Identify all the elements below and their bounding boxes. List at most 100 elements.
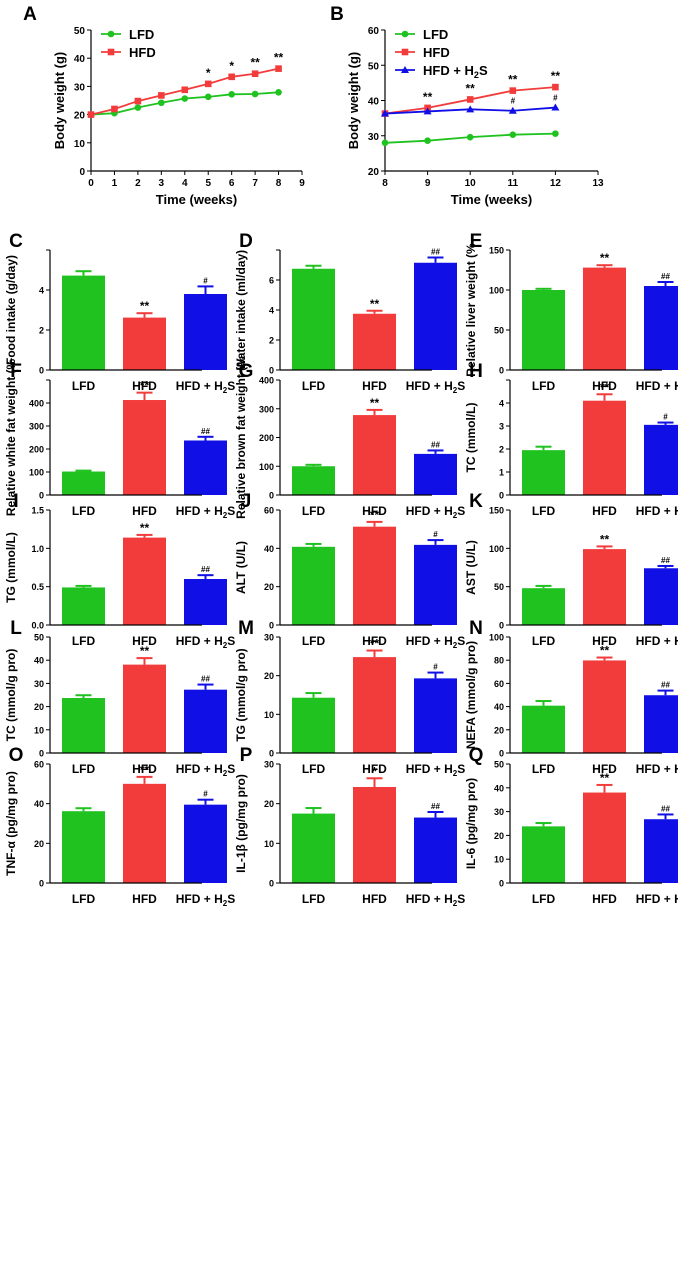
y-tick-label: 80 (494, 656, 504, 666)
data-point (381, 109, 389, 117)
y-axis-label: Food intake (g/day) (4, 255, 18, 365)
data-point (509, 131, 517, 138)
data-point (424, 137, 431, 144)
category-label: HFD (362, 504, 387, 518)
bar-hfd (353, 787, 396, 883)
x-tick-label: 4 (182, 178, 188, 189)
significance-mark: ** (600, 251, 610, 265)
legend-marker (401, 48, 409, 56)
significance-mark: ## (661, 272, 670, 281)
y-tick-label: 100 (29, 468, 44, 478)
y-axis-label: Relative white fat weight (% (4, 358, 18, 516)
panel-letter: M (238, 618, 254, 639)
data-point (134, 97, 142, 105)
category-label: LFD (302, 379, 326, 393)
y-axis-label: Body weight (g) (52, 52, 67, 150)
y-tick-label: 30 (34, 679, 44, 689)
y-tick-label: 20 (494, 725, 504, 735)
y-tick-label: 40 (264, 544, 274, 554)
bar-hfd (123, 537, 166, 625)
data-point (181, 86, 189, 94)
panel-letter: L (10, 618, 22, 639)
panel-K: K LFD ** HFD ## HFD + H2S 0 50 100 150 AST (U/L) (464, 491, 678, 648)
x-tick-label: 12 (550, 178, 562, 189)
significance-mark: ** (600, 644, 610, 658)
data-point (158, 99, 165, 107)
significance-mark: ** (600, 532, 610, 546)
y-tick-label: 0 (499, 749, 504, 759)
category-label: HFD (132, 504, 157, 518)
significance-mark: ** (140, 644, 150, 658)
y-tick-label: 20 (264, 582, 274, 592)
bar-lfd (522, 826, 565, 883)
panel-letter: K (469, 491, 483, 512)
significance-mark: ** (370, 637, 380, 651)
panel-letter: N (469, 618, 483, 639)
bar-lfd (292, 813, 335, 883)
significance-mark: ** (140, 763, 150, 777)
significance-mark: ## (661, 804, 670, 813)
y-tick-label: 10 (264, 839, 274, 849)
bar-hfd-h2s (644, 424, 678, 495)
data-point (552, 83, 559, 91)
y-axis-label: TG (mmol/g pro) (234, 648, 248, 741)
y-tick-label: 20 (74, 111, 86, 122)
y-tick-label: 30 (494, 807, 504, 817)
significance-mark: ## (661, 556, 670, 565)
category-label: HFD + H2S (636, 892, 678, 908)
y-tick-label: 100 (489, 544, 504, 554)
significance-mark: # (203, 790, 208, 799)
data-point (251, 70, 259, 78)
bar-hfd-h2s (184, 579, 227, 625)
significance-mark: ## (201, 565, 210, 574)
panel-letter: F (10, 361, 22, 382)
data-point (251, 90, 259, 98)
y-tick-label: 0 (269, 879, 274, 889)
y-tick-label: 60 (368, 26, 380, 37)
significance-mark: ** (551, 69, 561, 83)
bar-hfd (583, 660, 626, 753)
y-tick-label: 150 (489, 506, 504, 516)
y-tick-label: 6 (269, 276, 274, 286)
y-tick-label: 0 (499, 366, 504, 376)
data-point (508, 106, 517, 114)
panel-letter: B (330, 4, 344, 25)
category-label: HFD (132, 762, 157, 776)
significance-mark: ** (370, 508, 380, 522)
bar-hfd (353, 415, 396, 495)
category-label: HFD + H2S (406, 379, 465, 395)
y-tick-label: 20 (34, 702, 44, 712)
significance-mark: ** (370, 297, 380, 311)
bar-lfd (522, 588, 565, 625)
bar-hfd (353, 313, 396, 370)
y-tick-label: 2 (269, 336, 274, 346)
bar-hfd (583, 549, 626, 625)
panel-D: D LFD ** HFD ## HFD + H2S 0 2 4 6 Water intake (ml… (234, 231, 465, 395)
significance-mark: ** (423, 90, 433, 104)
y-tick-label: 0 (39, 879, 44, 889)
data-point (466, 133, 474, 141)
y-axis-label: IL-1β (pg/mg pro) (234, 774, 248, 873)
y-tick-label: 200 (259, 433, 274, 443)
significance-mark: ** (250, 56, 260, 70)
y-axis-label: TC (mmol/g pro) (4, 649, 18, 742)
panel-B: B 20 30 40 50 60 8 9 10 11 12 13 Time (weeks) Body we… (330, 4, 604, 207)
y-tick-label: 4 (499, 399, 504, 409)
y-tick-label: 0 (269, 621, 274, 631)
x-tick-label: 10 (465, 178, 477, 189)
significance-mark: ** (508, 73, 518, 87)
significance-mark: # (553, 94, 558, 103)
category-label: HFD + H2S (176, 634, 235, 650)
y-tick-label: 30 (368, 132, 380, 143)
y-tick-label: 0 (269, 749, 274, 759)
significance-mark: ** (140, 299, 150, 313)
category-label: HFD (592, 504, 617, 518)
category-label: HFD + H2S (636, 762, 678, 778)
category-label: HFD (592, 892, 617, 906)
y-tick-label: 0 (79, 167, 85, 178)
x-tick-label: 2 (135, 178, 141, 189)
